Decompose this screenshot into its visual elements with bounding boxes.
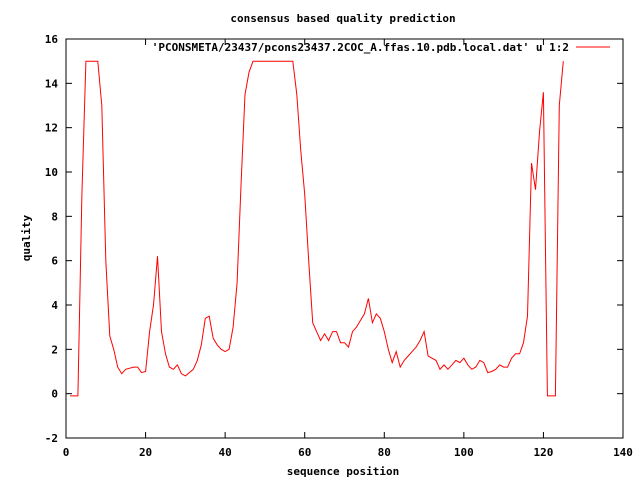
- y-tick-label: 2: [51, 343, 58, 356]
- y-tick-label: 4: [51, 299, 58, 312]
- y-tick-label: 0: [51, 388, 58, 401]
- x-tick-label: 40: [219, 446, 232, 459]
- x-tick-label: 80: [378, 446, 391, 459]
- y-tick-label: 12: [45, 122, 58, 135]
- x-tick-label: 120: [533, 446, 553, 459]
- x-tick-label: 100: [454, 446, 474, 459]
- legend-entry-label: 'PCONSMETA/23437/pcons23437.2COC_A.ffas.…: [152, 41, 569, 54]
- series-line: [70, 60, 564, 397]
- x-tick-label: 140: [613, 446, 633, 459]
- axis-ticks: [65, 38, 624, 439]
- plot-frame: [65, 38, 624, 439]
- y-tick-label: -2: [45, 432, 58, 445]
- y-tick-label: 16: [45, 33, 59, 46]
- y-tick-label: 10: [45, 166, 58, 179]
- chart-title: consensus based quality prediction: [230, 12, 455, 25]
- x-tick-label: 60: [298, 446, 311, 459]
- x-tick-label: 20: [139, 446, 152, 459]
- y-axis-label: quality: [20, 214, 33, 261]
- y-tick-label: 6: [51, 255, 58, 268]
- axis-tick-labels: 0 20 40 60 80 100 120 140 -2 0 2 4 6 8 10 12 14 16: [45, 33, 633, 459]
- x-tick-label: 0: [63, 446, 70, 459]
- y-tick-label: 8: [51, 210, 58, 223]
- y-tick-label: 14: [45, 77, 59, 90]
- x-axis-label: sequence position: [287, 465, 400, 478]
- legend: 'PCONSMETA/23437/pcons23437.2COC_A.ffas.…: [152, 41, 610, 54]
